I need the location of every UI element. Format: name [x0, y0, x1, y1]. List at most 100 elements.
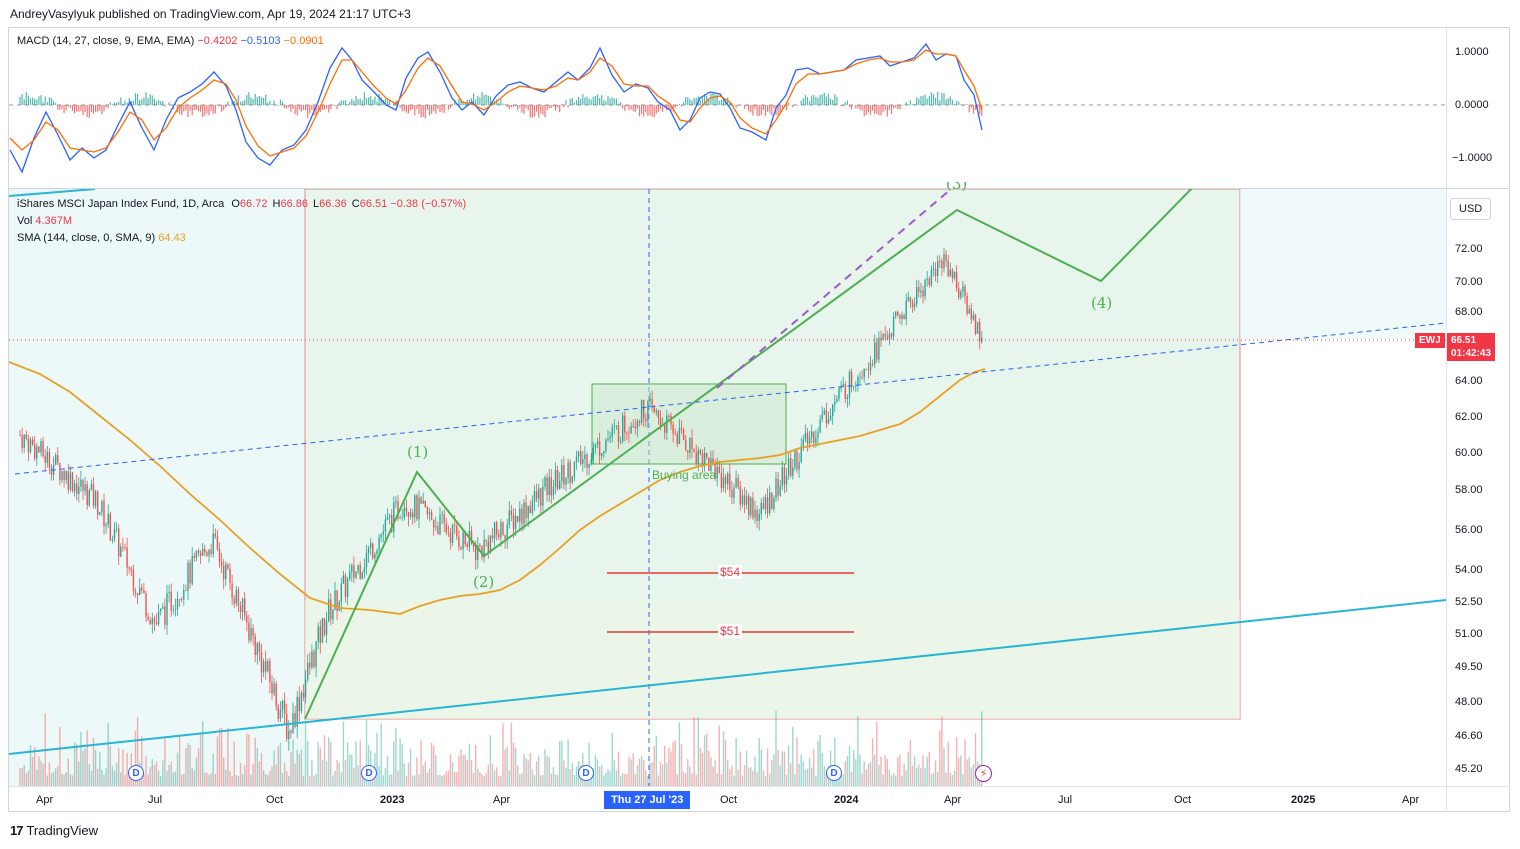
volume-bar — [787, 745, 790, 786]
candle-body — [470, 530, 473, 544]
candle-body — [113, 529, 116, 540]
time-axis-label: Jul — [1058, 794, 1073, 806]
macd-histogram-bar — [937, 92, 939, 105]
candle-body — [865, 369, 867, 370]
candle-body — [559, 481, 561, 489]
macd-histogram-bar — [502, 103, 504, 105]
dividend-marker[interactable]: D — [128, 765, 144, 781]
candle-body — [118, 528, 120, 557]
volume-bar — [241, 773, 244, 786]
volume-bar — [262, 770, 265, 786]
volume-bar — [750, 767, 752, 786]
macd-histogram-bar — [836, 97, 838, 105]
volume-bar — [712, 766, 714, 786]
macd-histogram-bar — [943, 93, 945, 105]
macd-line — [9, 42, 983, 174]
candle-body — [412, 512, 414, 518]
candle-body — [397, 501, 399, 519]
volume-bar — [932, 772, 935, 786]
candle-body — [796, 451, 798, 470]
candle-body — [149, 620, 151, 625]
candle-body — [905, 300, 907, 320]
wave-2-label[interactable]: (2) — [473, 573, 495, 591]
pane-separator[interactable] — [9, 188, 1509, 189]
volume-bar — [475, 744, 477, 786]
macd-histogram-bar — [651, 105, 653, 117]
lightning-icon: ⚡ — [979, 768, 988, 780]
volume-bar — [498, 775, 500, 786]
candle-body — [357, 565, 359, 572]
macd-histogram-bar — [370, 96, 372, 105]
macd-histogram-bar — [737, 105, 739, 106]
macd-histogram-bar — [462, 101, 464, 105]
last-price-tag: 66.51 01:42:43 — [1447, 333, 1495, 361]
candle-body — [777, 478, 779, 496]
candle-body — [189, 562, 191, 584]
dividend-marker[interactable]: D — [826, 765, 842, 781]
macd-histogram-bar — [605, 101, 607, 105]
candle-body — [517, 515, 519, 522]
macd-histogram-bar — [103, 105, 105, 112]
candle-body — [934, 268, 937, 276]
macd-histogram-bar — [687, 97, 689, 105]
candle-body — [437, 525, 439, 535]
wave-4-label[interactable]: (4) — [1091, 294, 1113, 312]
macd-legend[interactable]: MACD (14, 27, close, 9, EMA, EMA) −0.420… — [17, 35, 324, 47]
dividend-marker[interactable]: D — [578, 765, 594, 781]
macd-histogram-bar — [302, 105, 305, 110]
earnings-marker[interactable]: ⚡ — [975, 765, 992, 782]
volume-bar — [393, 741, 395, 786]
volume-bar — [569, 769, 571, 786]
volume-bar — [972, 764, 975, 786]
symbol-legend[interactable]: iShares MSCI Japan Index Fund, 1D, Arca … — [17, 198, 467, 210]
candle-body — [876, 342, 878, 360]
macd-histogram-bar — [137, 93, 139, 105]
macd-histogram-bar — [130, 101, 132, 105]
candle-body — [802, 439, 804, 447]
candle-body — [273, 683, 275, 694]
volume-bar — [88, 764, 90, 786]
volume-bar — [794, 774, 796, 786]
candle-body — [143, 590, 145, 594]
macd-histogram-bar — [599, 98, 601, 105]
dividend-marker[interactable]: D — [361, 765, 377, 781]
macd-histogram-bar — [529, 105, 531, 118]
candle-body — [183, 589, 185, 600]
volume-bar — [27, 770, 30, 786]
wave-1-label[interactable]: (1) — [407, 443, 429, 461]
candle-body — [834, 401, 836, 405]
volume-bar — [674, 740, 676, 786]
macd-histogram-bar — [580, 98, 582, 105]
level-54-label[interactable]: $54 — [718, 565, 743, 579]
macd-axis-label: 1.0000 — [1455, 46, 1489, 58]
candle-body — [613, 426, 615, 428]
macd-histogram-bar — [315, 105, 317, 117]
candle-body — [439, 514, 441, 535]
macd-histogram-bar — [882, 105, 884, 112]
currency-button[interactable]: USD — [1450, 198, 1492, 220]
wave-3-label[interactable]: (3) — [946, 182, 968, 191]
candle-body — [502, 522, 504, 536]
candle-body — [342, 575, 345, 584]
candle-body — [248, 622, 250, 641]
volume-bar — [145, 756, 147, 786]
volume-bar — [766, 748, 769, 786]
candle-body — [193, 556, 195, 558]
candle-body — [624, 415, 626, 433]
candle-body — [783, 467, 786, 485]
macd-histogram-bar — [252, 99, 254, 105]
candle-body — [880, 337, 882, 340]
level-51-label[interactable]: $51 — [718, 624, 743, 638]
buying-area-label[interactable]: Buying area — [652, 468, 717, 482]
macd-histogram-bar — [71, 105, 74, 112]
candle-body — [790, 458, 792, 476]
candle-body — [353, 565, 355, 578]
candle-body — [372, 543, 374, 559]
tradingview-logo[interactable]: 17 TradingView — [10, 823, 98, 838]
candle-body — [286, 714, 288, 740]
volume-legend[interactable]: Vol 4.367M — [17, 215, 73, 227]
volume-bar — [731, 765, 733, 786]
volume-bar — [666, 763, 668, 786]
sma-legend[interactable]: SMA (144, close, 0, SMA, 9) 64.43 — [17, 232, 186, 244]
